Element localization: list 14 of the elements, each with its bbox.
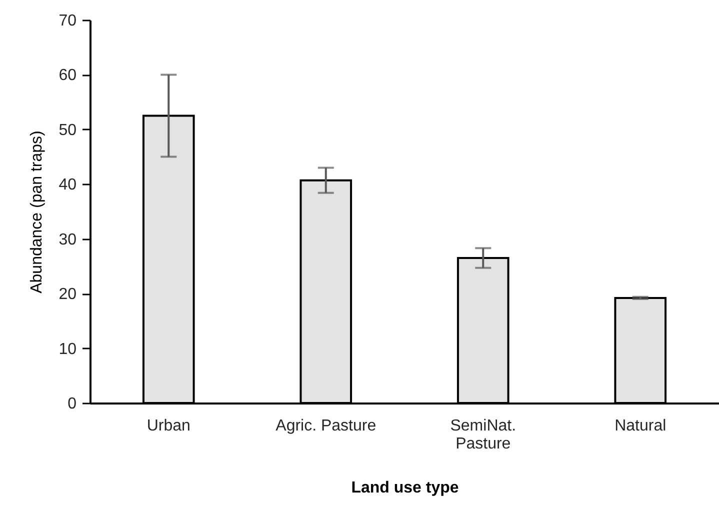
y-tick-label: 50 <box>58 122 77 139</box>
x-tick-label: Agric. Pasture <box>276 418 376 434</box>
x-tick-label: SemiNat. Pasture <box>450 418 516 452</box>
y-tick-label: 70 <box>58 12 77 30</box>
y-tick-label: 10 <box>58 340 77 358</box>
y-tick-label: 30 <box>58 231 77 248</box>
y-tick-label: 0 <box>68 396 77 412</box>
x-axis-title: Land use type <box>351 480 459 496</box>
x-tick-label: Natural <box>614 418 666 434</box>
y-tick-label: 20 <box>58 286 77 304</box>
y-tick-label: 40 <box>58 176 77 194</box>
x-tick-label: Urban <box>146 418 190 434</box>
y-axis-title: Abundance (pan traps) <box>28 130 46 294</box>
y-tick-label: 60 <box>58 67 77 84</box>
